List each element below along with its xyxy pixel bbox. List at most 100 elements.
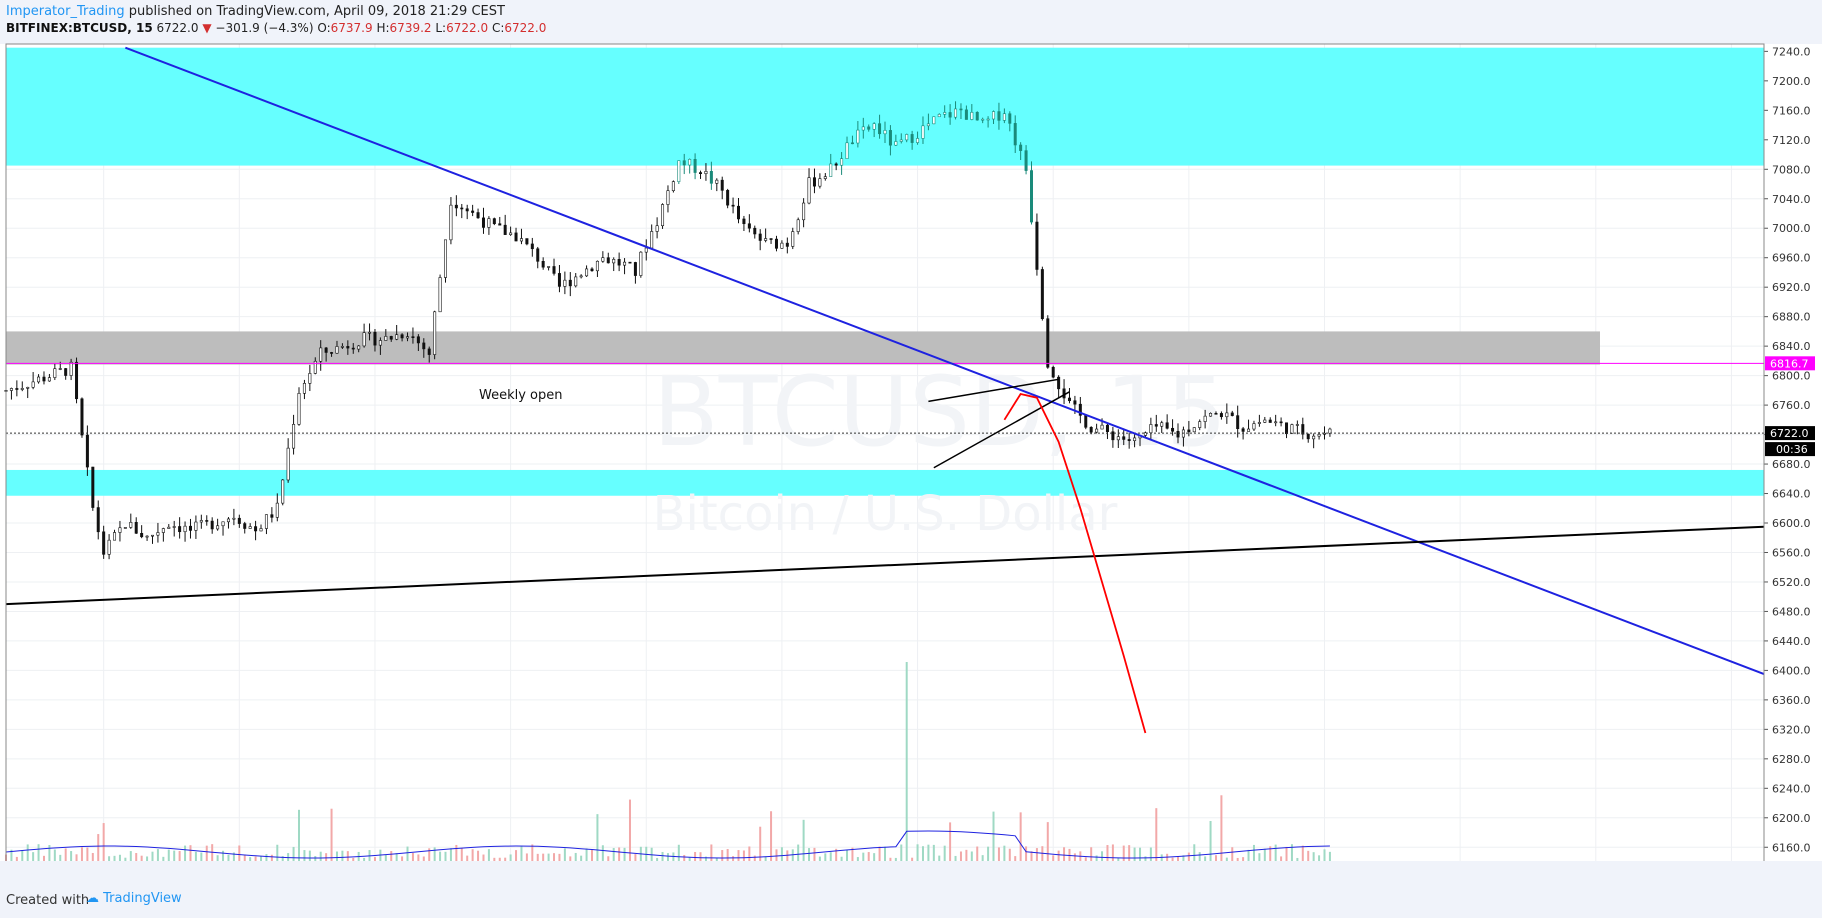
price-axis-label: 7080.0 (1772, 163, 1811, 176)
candle-body (552, 266, 556, 274)
volume-bar (390, 851, 393, 862)
volume-bar (341, 850, 344, 862)
candle-body (129, 522, 133, 528)
volume-bar (726, 849, 729, 862)
candle-body (286, 447, 290, 481)
candle-body (1187, 429, 1191, 433)
candle-body (1306, 433, 1310, 440)
chart-drawings (5, 46, 1765, 734)
resistance-support-zone (6, 469, 1764, 496)
candle-body (861, 126, 865, 131)
volume-bar (200, 852, 203, 862)
candle-body (606, 257, 610, 264)
candle-body (1073, 400, 1077, 405)
volume-bar (1252, 844, 1255, 862)
candle-body (1122, 436, 1126, 440)
volume-bar (482, 854, 485, 862)
candle-body (894, 141, 898, 146)
volume-bar (1214, 855, 1217, 862)
volume-bar (466, 855, 469, 862)
volume-bar (493, 857, 496, 862)
candle-body (850, 142, 854, 145)
volume-bar (113, 855, 116, 862)
volume-bar (21, 850, 24, 862)
volume-bar (791, 849, 794, 862)
volume-bar (48, 845, 51, 862)
candle-body (134, 522, 138, 534)
candle-body (975, 112, 979, 121)
candle-body (769, 238, 773, 240)
candle-body (943, 112, 947, 115)
weekly-open-label: Weekly open (479, 388, 563, 403)
candle-body (384, 336, 388, 341)
volume-bar (1198, 852, 1201, 862)
footer-bar: Created with ☁ TradingView (0, 861, 1822, 918)
volume-bar (1225, 857, 1228, 862)
volume-bar (1236, 857, 1239, 862)
volume-bar (764, 856, 767, 862)
candle-body (47, 377, 51, 382)
candle-body (422, 342, 426, 350)
price-axis-label: 6240.0 (1772, 782, 1811, 795)
candle-body (715, 179, 719, 184)
candle-body (460, 207, 464, 210)
price-axis-label: 6560.0 (1772, 546, 1811, 559)
volume-bar (444, 851, 447, 862)
candle-body (411, 336, 415, 338)
candle-body (758, 233, 762, 241)
price-axis-label: 6520.0 (1772, 576, 1811, 589)
candle-body (107, 539, 111, 555)
candle-body (1171, 427, 1175, 432)
price-change: −301.9 (−4.3%) (215, 21, 314, 35)
candle-body (1111, 431, 1115, 441)
volume-bar (1122, 845, 1125, 862)
candle-body (1133, 437, 1137, 441)
symbol-label: BITFINEX:BTCUSD, 15 (6, 21, 153, 35)
candle-body (644, 247, 648, 253)
volume-bar (298, 809, 300, 862)
candle-body (476, 212, 480, 219)
candle-body (785, 242, 789, 247)
volume-bar (178, 851, 181, 862)
volume-bar (281, 856, 284, 862)
candle-body (254, 526, 258, 532)
volume-bar (780, 847, 783, 862)
volume-bar (1220, 795, 1223, 862)
volume-bar (64, 848, 67, 862)
candle-body (1084, 415, 1088, 428)
candle-body (671, 181, 675, 191)
candle-body (563, 279, 567, 287)
candle-body (519, 238, 523, 242)
candle-body (601, 257, 605, 262)
candle-body (970, 112, 974, 120)
candle-body (118, 527, 122, 533)
volume-bar (932, 844, 935, 862)
price-axis-label: 7200.0 (1772, 75, 1811, 88)
candle-body (1062, 388, 1066, 399)
candle-body (557, 273, 561, 287)
candle-body (585, 268, 589, 277)
candle-body (248, 526, 252, 529)
volume-bar (683, 854, 686, 862)
candle-body (1030, 170, 1034, 223)
candle-body (1214, 412, 1218, 415)
candle-body (1257, 422, 1261, 424)
candle-body (1279, 421, 1283, 424)
candle-body (623, 261, 627, 266)
candle-body (807, 177, 811, 204)
candle-body (210, 520, 214, 530)
volume-bar (954, 855, 957, 862)
author-link[interactable]: Imperator_Trading (6, 4, 125, 19)
candle-body (753, 227, 757, 235)
candle-body (888, 130, 892, 146)
volume-bar (379, 849, 382, 862)
volume-bar (1247, 849, 1250, 862)
candle-body (981, 118, 985, 121)
tradingview-logo-link[interactable]: ☁ TradingView (86, 891, 182, 906)
candle-body (829, 163, 833, 177)
candle-body (481, 217, 485, 228)
volume-bar (184, 845, 187, 862)
candle-body (9, 388, 13, 391)
candle-body (503, 224, 507, 235)
